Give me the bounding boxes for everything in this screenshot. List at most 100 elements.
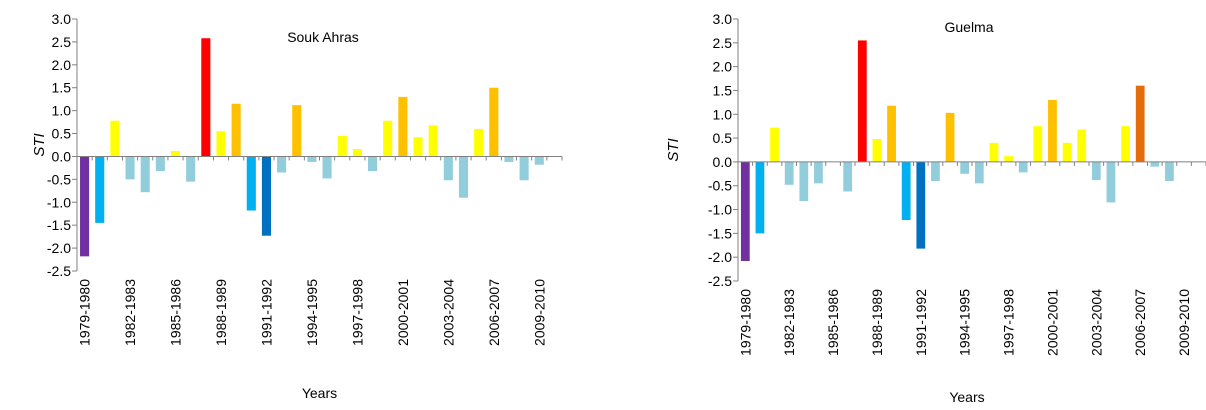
y-tick-label: -1.0 xyxy=(47,194,71,210)
bar-2005-2006 xyxy=(474,128,484,157)
bar-2001-2002 xyxy=(1062,142,1072,162)
y-axis-label: STI xyxy=(665,138,682,161)
y-tick-label: 2.0 xyxy=(52,57,72,73)
y-tick-label: -2.0 xyxy=(47,240,71,256)
y-tick-label: -1.5 xyxy=(47,217,71,233)
bar-2004-2005 xyxy=(1106,161,1116,203)
bar-1999-2000 xyxy=(1033,126,1043,162)
y-tick-label: -0.5 xyxy=(47,171,71,187)
bar-2000-2001 xyxy=(398,96,408,157)
y-tick-label: 0.5 xyxy=(52,126,72,142)
bar-1987-1988 xyxy=(201,38,211,157)
y-tick-label: 0.0 xyxy=(52,148,72,164)
bar-1985-1986 xyxy=(170,150,181,157)
bar-1980-1981 xyxy=(95,156,105,223)
bar-1979-1980 xyxy=(80,156,90,257)
bar-1987-1988 xyxy=(857,40,867,162)
x-tick-label: 2003-2004 xyxy=(440,279,456,346)
y-tick-label: 1.5 xyxy=(52,80,72,96)
chart-panel-1: -2.5 -2.0 -1.5 -1.0 -0.5 0.0 0.5 1.0 1.5 2.0 2.5 3.… xyxy=(665,11,1206,405)
bar-1994-1995 xyxy=(307,156,317,162)
x-tick-label: 1997-1998 xyxy=(349,279,365,346)
y-tick-label: -1.5 xyxy=(708,225,732,241)
x-tick-label: 1991-1992 xyxy=(913,289,929,356)
x-tick-label: 2006-2007 xyxy=(1132,289,1148,356)
x-tick-label: 2000-2001 xyxy=(395,279,411,346)
bar-1986-1987 xyxy=(186,156,196,182)
bar-2008-2009 xyxy=(1165,161,1174,181)
bar-2009-2010 xyxy=(534,156,544,165)
bar-1993-1994 xyxy=(945,112,955,162)
y-tick-label: 0.5 xyxy=(713,130,733,146)
y-tick-label: 0.0 xyxy=(713,154,733,170)
x-axis-label: Years xyxy=(949,389,984,405)
x-tick-label: 2003-2004 xyxy=(1088,289,1104,356)
bar-2006-2007 xyxy=(1135,85,1145,162)
bar-1997-1998 xyxy=(1004,156,1013,162)
bar-2004-2005 xyxy=(458,156,469,198)
bar-1992-1993 xyxy=(277,156,287,173)
bar-1992-1993 xyxy=(931,161,940,181)
chart-panel-0: -2.5 -2.0 -1.5 -1.0 -0.5 0.0 0.5 1.0 1.5 2.0 2.5 3.… xyxy=(31,11,563,401)
bar-1979-1980 xyxy=(740,161,750,261)
bar-2002-2003 xyxy=(1077,129,1087,162)
bar-1998-1999 xyxy=(368,156,378,172)
y-axis-label: STI xyxy=(31,133,48,156)
bar-1988-1989 xyxy=(872,139,882,162)
bar-2003-2004 xyxy=(443,156,453,181)
bar-2002-2003 xyxy=(428,125,438,157)
bar-2008-2009 xyxy=(519,156,529,181)
y-tick-label: 1.5 xyxy=(713,82,733,98)
bar-1981-1982 xyxy=(110,120,120,157)
bar-1997-1998 xyxy=(352,149,362,157)
bar-1984-1985 xyxy=(155,156,165,172)
y-tick-label: 2.0 xyxy=(713,59,733,75)
x-tick-label: 1985-1986 xyxy=(825,289,841,356)
x-tick-label: 1979-1980 xyxy=(737,289,753,356)
x-tick-label: 1982-1983 xyxy=(781,289,797,356)
bar-1984-1985 xyxy=(814,161,823,184)
y-tick-label: 3.0 xyxy=(52,11,72,27)
bar-1995-1996 xyxy=(974,161,984,184)
bar-1996-1997 xyxy=(989,142,999,162)
bar-1983-1984 xyxy=(140,156,150,193)
bar-1986-1987 xyxy=(843,161,853,192)
bar-2005-2006 xyxy=(1121,126,1130,162)
x-tick-label: 1979-1980 xyxy=(77,279,93,346)
bar-1995-1996 xyxy=(322,156,332,179)
y-tick-label: 1.0 xyxy=(713,106,733,122)
y-tick-label: -2.5 xyxy=(47,263,71,279)
bar-1980-1981 xyxy=(755,161,765,234)
x-tick-label: 2000-2001 xyxy=(1044,289,1060,356)
bar-2007-2008 xyxy=(504,156,514,162)
bar-1998-1999 xyxy=(1018,161,1028,173)
x-tick-label: 2006-2007 xyxy=(486,279,502,346)
bar-1990-1991 xyxy=(246,156,256,211)
bar-2003-2004 xyxy=(1091,161,1101,181)
x-tick-label: 1997-1998 xyxy=(1001,289,1017,356)
x-tick-label: 1991-1992 xyxy=(258,279,274,346)
bar-2001-2002 xyxy=(413,137,423,157)
bar-1999-2000 xyxy=(383,120,393,157)
x-tick-label: 1988-1989 xyxy=(213,279,229,346)
bar-1989-1990 xyxy=(231,103,241,157)
y-tick-label: 3.0 xyxy=(713,11,733,27)
y-tick-label: -2.0 xyxy=(708,249,732,265)
bar-2006-2007 xyxy=(489,87,499,157)
bar-1983-1984 xyxy=(799,161,809,201)
x-tick-label: 1982-1983 xyxy=(122,279,138,346)
bar-1982-1983 xyxy=(784,161,794,185)
y-tick-label: 1.0 xyxy=(52,103,72,119)
bar-1991-1992 xyxy=(916,161,926,249)
chart-title: Souk Ahras xyxy=(287,29,359,45)
x-tick-label: 1994-1995 xyxy=(304,279,320,346)
bar-1990-1991 xyxy=(901,161,911,221)
x-tick-label: 1994-1995 xyxy=(957,289,973,356)
bar-2000-2001 xyxy=(1048,99,1057,162)
bar-1981-1982 xyxy=(770,127,779,162)
x-tick-label: 2009-2010 xyxy=(1176,289,1192,356)
y-tick-label: -2.5 xyxy=(708,273,732,289)
x-tick-label: 2009-2010 xyxy=(531,279,547,346)
bar-1982-1983 xyxy=(125,156,135,180)
